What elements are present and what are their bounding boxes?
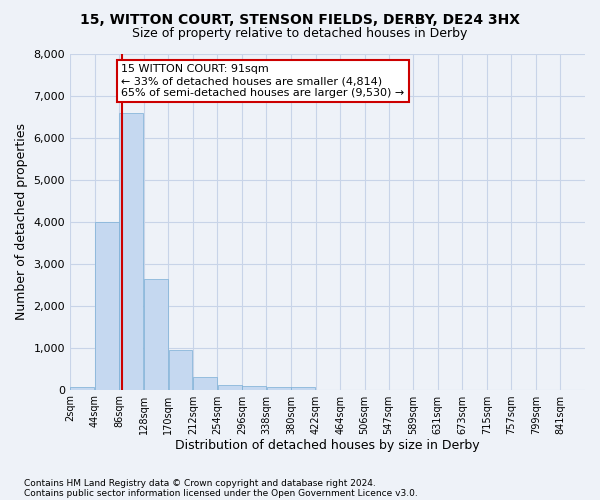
- Bar: [95, 222, 119, 390]
- Bar: [242, 386, 266, 390]
- Text: Contains public sector information licensed under the Open Government Licence v3: Contains public sector information licen…: [24, 488, 418, 498]
- Bar: [119, 112, 143, 390]
- Text: Contains HM Land Registry data © Crown copyright and database right 2024.: Contains HM Land Registry data © Crown c…: [24, 478, 376, 488]
- Bar: [169, 350, 193, 390]
- Bar: [70, 387, 94, 390]
- Text: Size of property relative to detached houses in Derby: Size of property relative to detached ho…: [133, 28, 467, 40]
- Bar: [218, 385, 242, 390]
- X-axis label: Distribution of detached houses by size in Derby: Distribution of detached houses by size …: [175, 440, 480, 452]
- Bar: [193, 378, 217, 390]
- Text: 15 WITTON COURT: 91sqm
← 33% of detached houses are smaller (4,814)
65% of semi-: 15 WITTON COURT: 91sqm ← 33% of detached…: [121, 64, 405, 98]
- Bar: [291, 387, 315, 390]
- Bar: [267, 386, 290, 390]
- Y-axis label: Number of detached properties: Number of detached properties: [15, 124, 28, 320]
- Text: 15, WITTON COURT, STENSON FIELDS, DERBY, DE24 3HX: 15, WITTON COURT, STENSON FIELDS, DERBY,…: [80, 12, 520, 26]
- Bar: [144, 280, 168, 390]
